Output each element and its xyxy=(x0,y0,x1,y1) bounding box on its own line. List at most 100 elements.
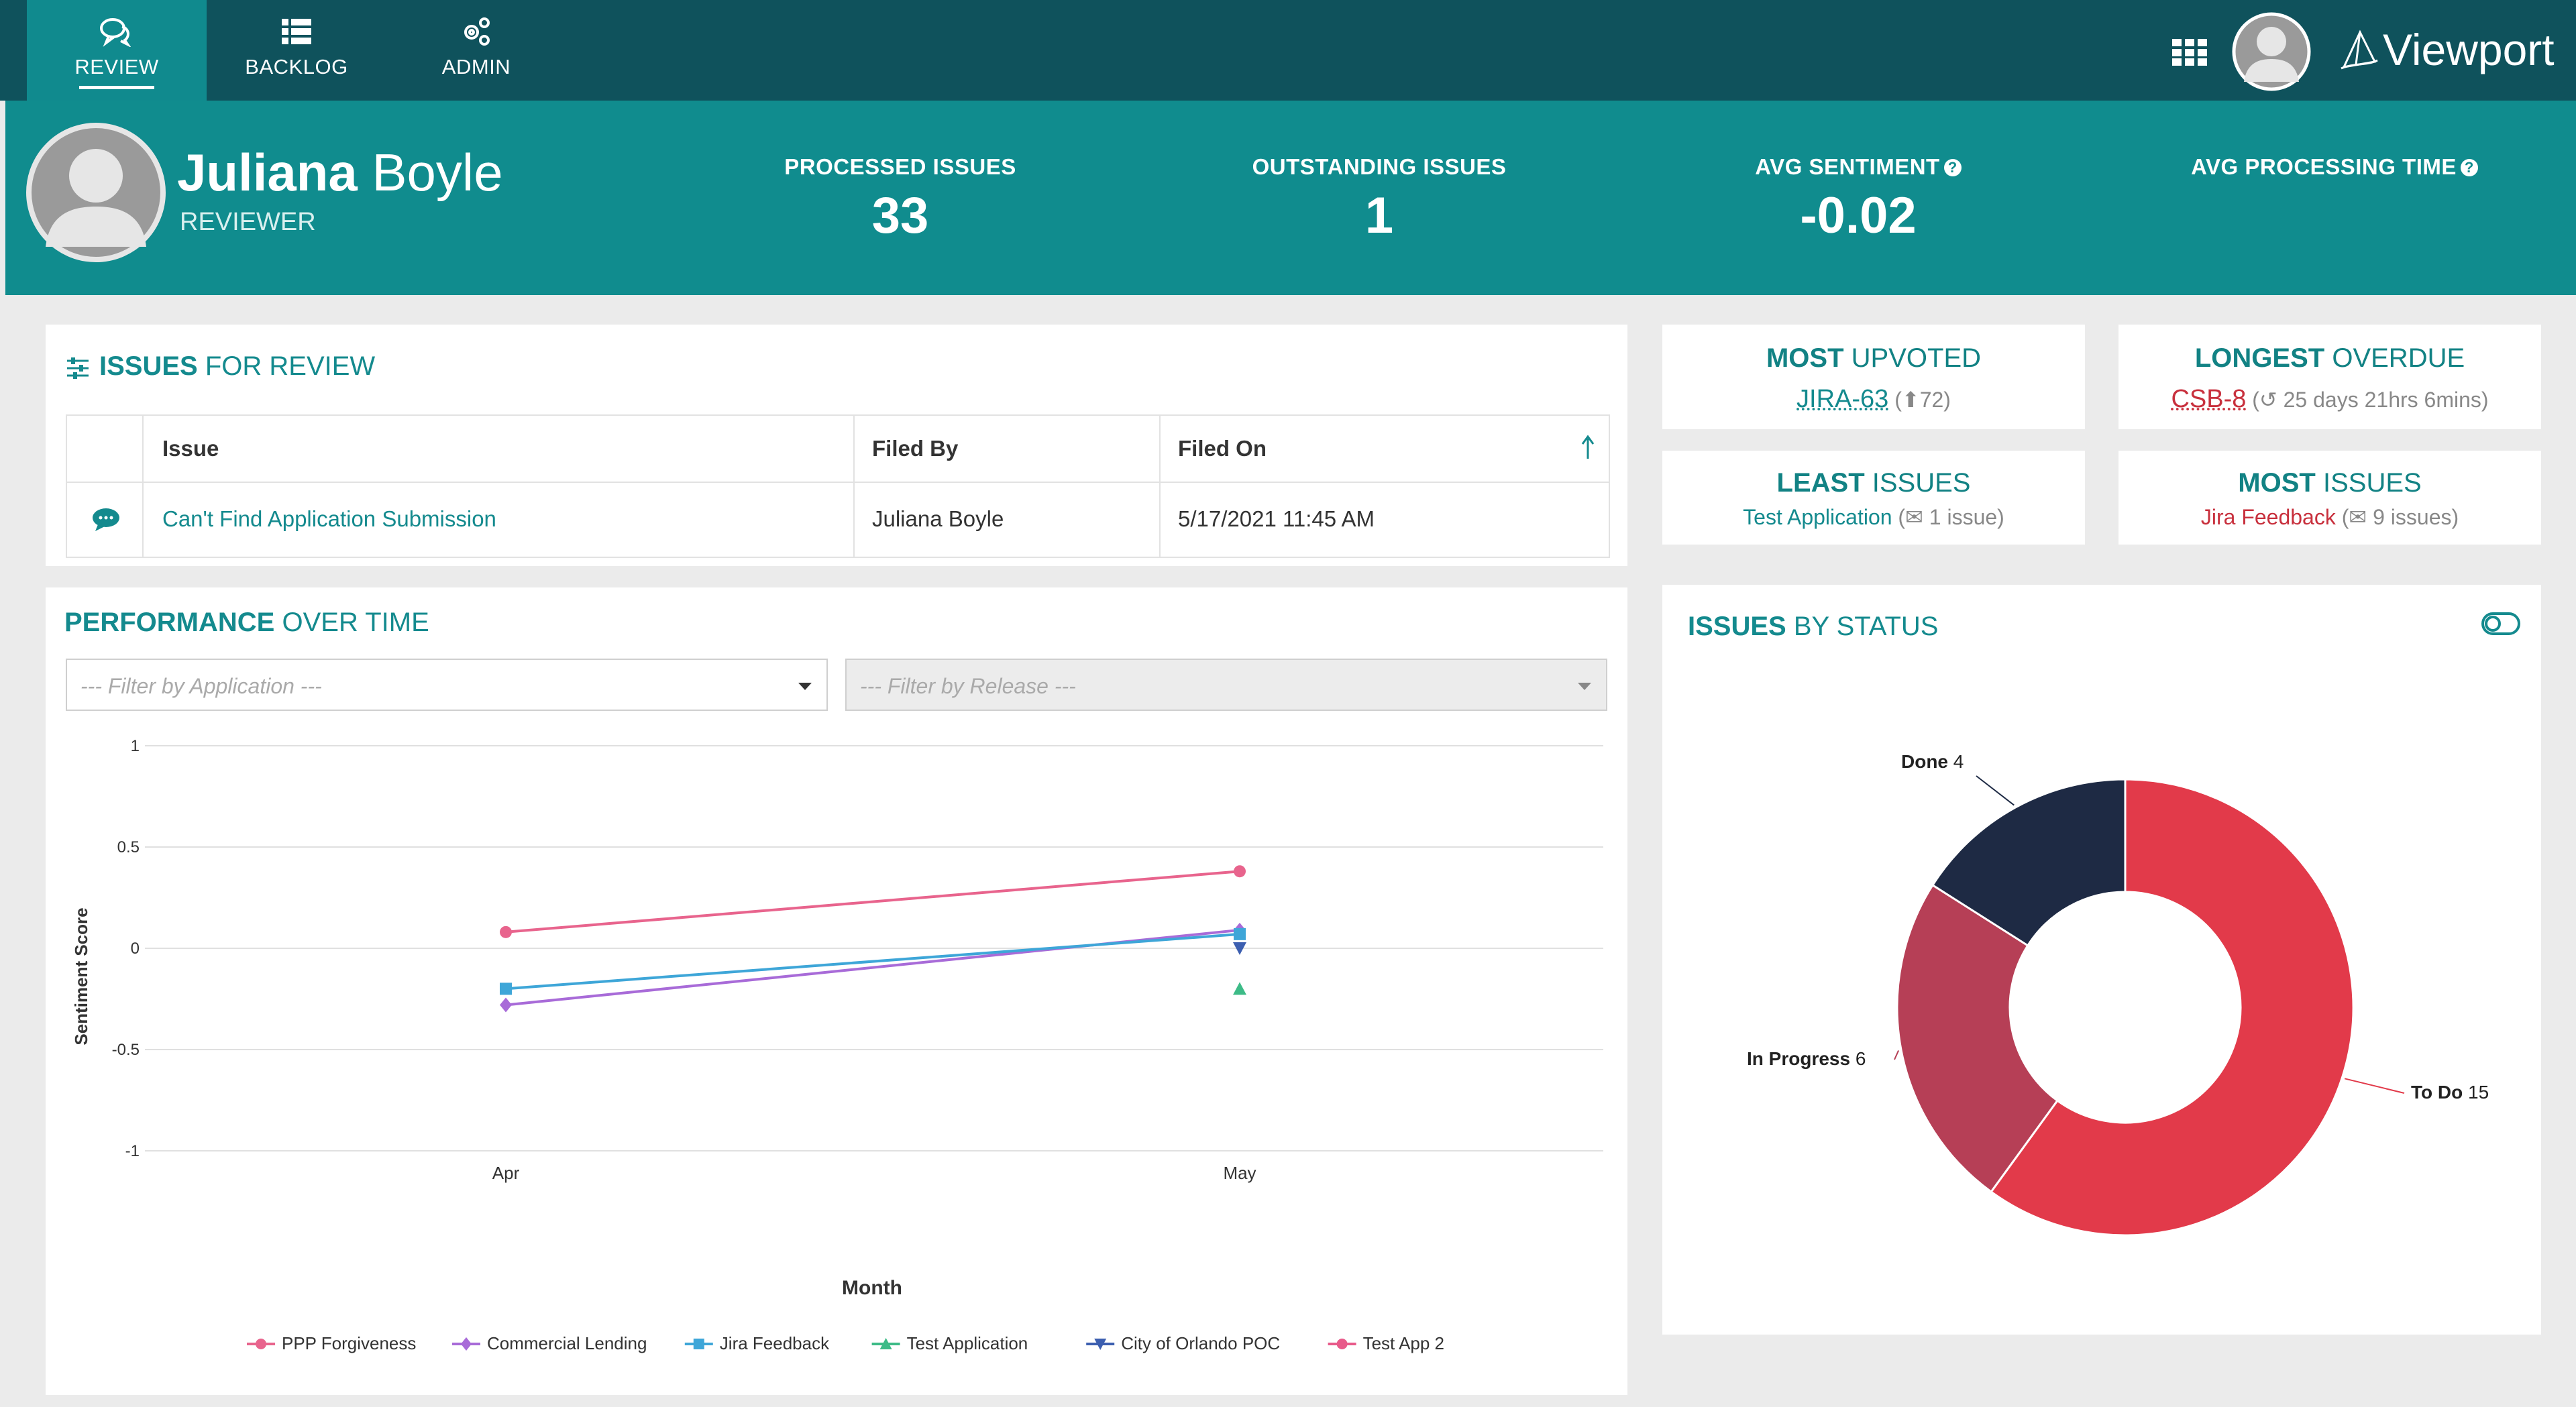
reviewer-avatar xyxy=(26,123,166,262)
donut-slice[interactable] xyxy=(1931,778,2127,947)
slice-connector xyxy=(1894,1050,1900,1060)
upvote-icon: ⬆ xyxy=(1901,388,1920,412)
data-point xyxy=(1234,927,1246,940)
filter-sliders-icon xyxy=(67,357,89,379)
data-point xyxy=(1233,982,1246,995)
legend-item[interactable]: PPP Forgiveness xyxy=(282,1333,416,1353)
stat-label: PROCESSED ISSUES xyxy=(784,154,1016,179)
issue-count: 9 issues) xyxy=(2373,505,2459,529)
chevron-down-icon xyxy=(1578,683,1591,690)
top-nav: REVIEW BACKLOG ADMIN xyxy=(0,0,2576,101)
tab-admin-label: ADMIN xyxy=(441,55,511,78)
stat-avg-sentiment: AVG SENTIMENT? -0.02 xyxy=(1657,154,2059,245)
legend-item[interactable]: City of Orlando POC xyxy=(1121,1333,1280,1353)
table-row[interactable]: Can't Find Application Submission Julian… xyxy=(67,483,1609,555)
y-tick-label: 0.5 xyxy=(117,838,140,856)
legend-item[interactable]: Commercial Lending xyxy=(487,1333,647,1353)
stat-label: AVG SENTIMENT xyxy=(1755,154,1940,179)
history-icon: ↺ xyxy=(2259,388,2277,412)
overdue-duration: 25 days 21hrs 6mins xyxy=(2283,388,2481,412)
filter-release-placeholder: --- Filter by Release --- xyxy=(860,674,1076,698)
sort-ascending-icon[interactable] xyxy=(1580,435,1595,461)
stat-outstanding-issues: OUTSTANDING ISSUES 1 xyxy=(1178,154,1580,245)
section-title-strong: ISSUES xyxy=(99,351,198,381)
filter-release-select[interactable]: --- Filter by Release --- xyxy=(845,659,1607,711)
legend-item[interactable]: Test App 2 xyxy=(1363,1333,1444,1353)
performance-line-chart: Sentiment Score Month 1 0.5 0 -0.5 -1 Apr May… xyxy=(71,737,1603,1353)
tab-review[interactable]: REVIEW xyxy=(27,0,207,101)
filed-on-cell: 5/17/2021 11:45 AM xyxy=(1178,506,1375,531)
reviewer-first-name: Juliana xyxy=(177,143,358,202)
x-tick-label: Apr xyxy=(492,1163,520,1183)
y-axis-label: Sentiment Score xyxy=(71,907,91,1045)
column-divider xyxy=(853,416,855,557)
stat-label: AVG PROCESSING TIME xyxy=(2191,154,2457,179)
list-icon xyxy=(282,19,311,44)
tab-backlog[interactable]: BACKLOG xyxy=(207,0,386,101)
most-issues-link[interactable]: Jira Feedback xyxy=(2200,505,2336,529)
help-icon[interactable]: ? xyxy=(1943,159,1962,176)
legend-marker xyxy=(1336,1339,1348,1349)
column-header-issue[interactable]: Issue xyxy=(162,436,219,461)
envelope-icon: ✉ xyxy=(2349,505,2367,529)
section-title-rest: FOR REVIEW xyxy=(205,351,376,381)
series-line xyxy=(505,932,1240,991)
brand-name: Viewport xyxy=(2383,25,2555,74)
card-title: LONGEST OVERDUE xyxy=(2194,343,2465,373)
table-header-divider xyxy=(67,482,1609,483)
most-issues-card: MOST ISSUES Jira Feedback (✉ 9 issues) xyxy=(2118,451,2541,545)
legend-item[interactable]: Jira Feedback xyxy=(720,1333,830,1353)
data-point xyxy=(1233,942,1246,955)
issue-count: 1 issue) xyxy=(1929,505,2004,529)
toggle-icon[interactable] xyxy=(2481,612,2521,636)
reviewer-last-name: Boyle xyxy=(372,143,503,202)
apps-grid-icon[interactable] xyxy=(2171,38,2208,67)
filter-application-placeholder: --- Filter by Application --- xyxy=(80,674,322,698)
issue-link[interactable]: Can't Find Application Submission xyxy=(162,506,496,531)
most-upvoted-link[interactable]: JIRA-63 xyxy=(1796,385,1889,413)
status-donut-chart: To Do 15 In Progress 6 Done 4 xyxy=(1747,751,2489,1237)
column-divider xyxy=(142,416,144,557)
least-issues-link[interactable]: Test Application xyxy=(1743,505,1892,529)
section-title: PERFORMANCE OVER TIME xyxy=(64,608,429,638)
section-title: ISSUES BY STATUS xyxy=(1688,612,1938,642)
card-detail: Test Application (✉ 1 issue) xyxy=(1743,505,2004,529)
column-divider xyxy=(1159,416,1161,557)
y-tick-label: -0.5 xyxy=(112,1041,140,1059)
envelope-icon: ✉ xyxy=(1905,505,1923,529)
card-title: LEAST ISSUES xyxy=(1776,468,1971,498)
tab-admin[interactable]: ADMIN xyxy=(386,0,566,101)
legend-marker xyxy=(879,1338,892,1349)
data-point xyxy=(500,982,512,995)
donut-slice[interactable] xyxy=(1990,778,2355,1237)
legend-marker xyxy=(256,1339,266,1349)
section-title-rest: BY STATUS xyxy=(1793,612,1939,641)
legend-item[interactable]: Test Application xyxy=(907,1333,1028,1353)
help-icon[interactable]: ? xyxy=(2460,159,2478,176)
column-header-filed-on[interactable]: Filed On xyxy=(1178,436,1267,461)
active-tab-underline xyxy=(79,86,154,89)
donut-slice[interactable] xyxy=(1896,883,2059,1194)
slice-label: In Progress 6 xyxy=(1747,1048,1866,1069)
profile-header: Juliana Boyle REVIEWER PROCESSED ISSUES … xyxy=(5,101,2576,295)
viewport-logo-icon xyxy=(2341,30,2378,70)
stat-avg-processing-time: AVG PROCESSING TIME? xyxy=(2133,154,2536,186)
legend-marker xyxy=(1094,1339,1107,1350)
issues-by-status-card: ISSUES BY STATUS To Do 15 In Progress 6 Do… xyxy=(1662,585,2541,1335)
column-header-filed-by[interactable]: Filed By xyxy=(872,436,959,461)
user-avatar[interactable] xyxy=(2232,12,2311,91)
tab-review-label: REVIEW xyxy=(74,55,159,78)
upvote-count: 72 xyxy=(1919,388,1944,412)
issues-table: Issue Filed By Filed On Can't Find Appli… xyxy=(66,414,1610,558)
longest-overdue-link[interactable]: CSB-8 xyxy=(2171,385,2247,413)
filter-application-select[interactable]: --- Filter by Application --- xyxy=(66,659,828,711)
slice-connector xyxy=(1976,775,2015,806)
slice-connector xyxy=(2344,1078,2405,1094)
stat-label: OUTSTANDING ISSUES xyxy=(1252,154,1507,179)
section-title-rest: OVER TIME xyxy=(282,608,429,637)
filed-by-cell: Juliana Boyle xyxy=(872,506,1004,531)
reviewer-role: REVIEWER xyxy=(180,208,316,236)
tab-backlog-label: BACKLOG xyxy=(245,55,348,78)
card-detail: CSB-8 (↺ 25 days 21hrs 6mins) xyxy=(2171,385,2489,413)
reviewer-name: Juliana Boyle xyxy=(177,142,503,203)
